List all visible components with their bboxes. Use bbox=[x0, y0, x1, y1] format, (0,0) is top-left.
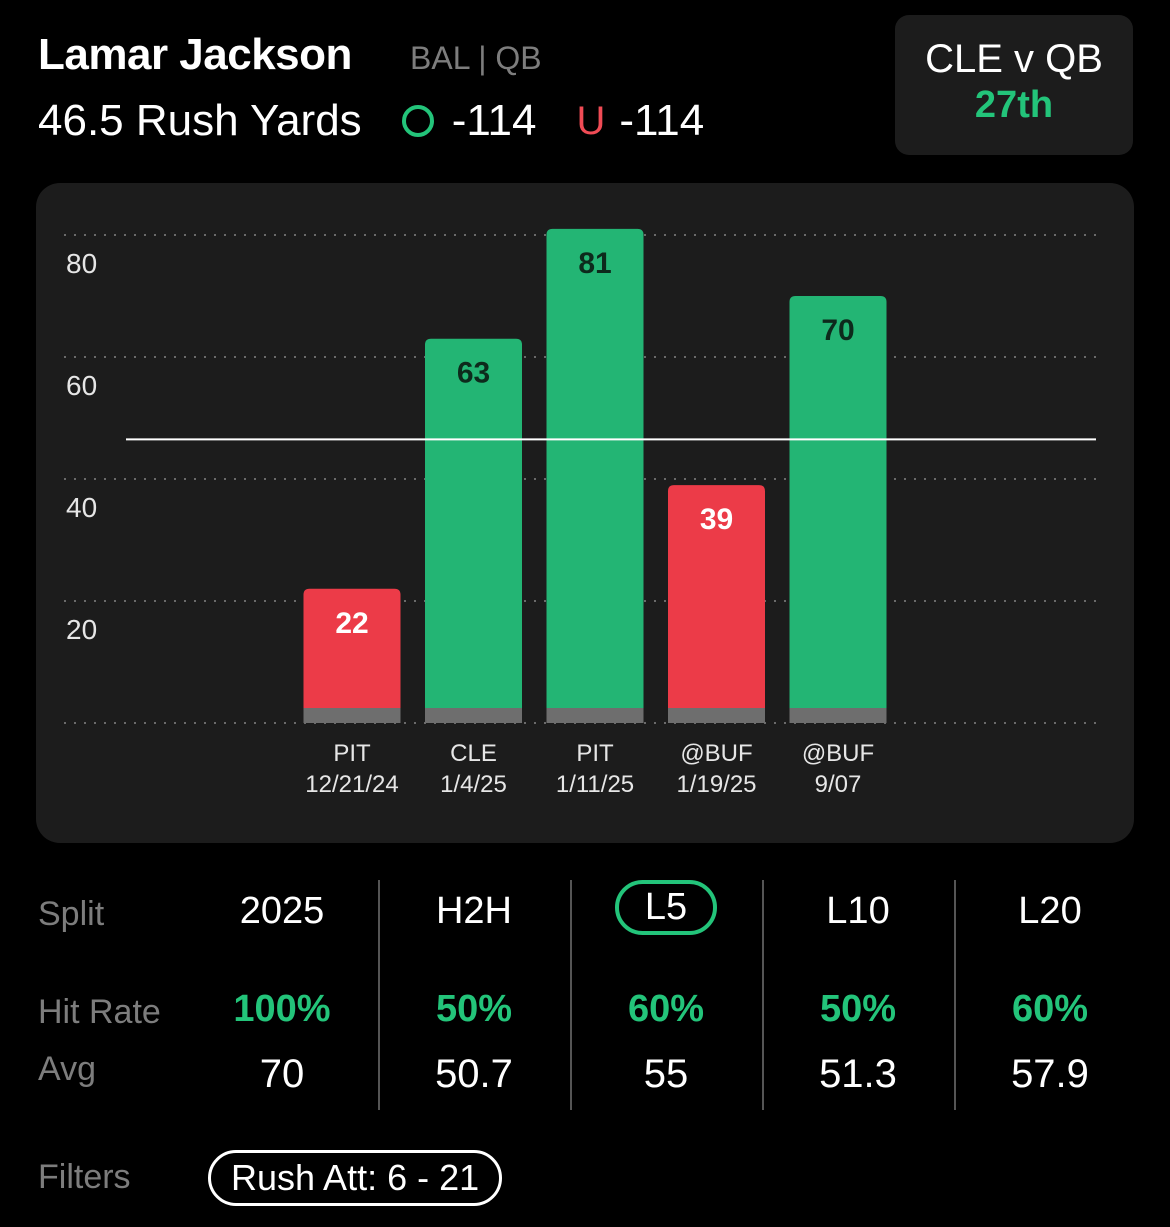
over-odds-button[interactable]: -114 bbox=[401, 96, 537, 146]
hit-rate-value: 60% bbox=[1011, 988, 1089, 1030]
prop-line: 46.5 Rush Yards bbox=[38, 96, 362, 145]
bar-value-label: 39 bbox=[700, 503, 733, 536]
split-label: H2H bbox=[435, 890, 513, 932]
bar-base bbox=[425, 708, 522, 723]
bar-base bbox=[303, 708, 401, 723]
bar bbox=[303, 588, 401, 723]
over-odds: -114 bbox=[451, 96, 537, 145]
filters-label: Filters bbox=[38, 1158, 131, 1196]
under-icon: U bbox=[576, 98, 606, 143]
bar bbox=[425, 338, 522, 723]
split-label-selected: L5 bbox=[614, 880, 718, 935]
hit-rate-value: 100% bbox=[233, 988, 331, 1030]
rush-yards-chart: 20 40 60 80 22 PIT 12/21/24 63 CLE 1/4/25 81 PIT 1/1… bbox=[36, 183, 1134, 843]
x-tick-label: 12/21/24 bbox=[305, 771, 398, 798]
split-tab-l20[interactable]: L20 bbox=[954, 890, 1146, 933]
avg-value: 51.3 bbox=[819, 1052, 897, 1096]
bar-base bbox=[546, 708, 644, 723]
bar bbox=[668, 485, 765, 723]
matchup-label: CLE v QB bbox=[925, 37, 1103, 81]
avg-row-label: Avg bbox=[38, 1050, 96, 1088]
x-tick-label: @BUF bbox=[680, 740, 752, 767]
under-odds-button[interactable]: U -114 bbox=[577, 96, 705, 146]
bar bbox=[789, 296, 887, 723]
divider bbox=[378, 880, 380, 1110]
x-tick-label: 1/19/25 bbox=[676, 771, 756, 798]
divider bbox=[954, 880, 956, 1110]
bar-value-label: 22 bbox=[335, 607, 368, 640]
team-position: BAL | QB bbox=[410, 40, 542, 76]
avg-value: 70 bbox=[259, 1052, 305, 1096]
under-odds: -114 bbox=[619, 96, 705, 145]
x-tick-label: 1/4/25 bbox=[440, 771, 507, 798]
rush-attempts-filter[interactable]: Rush Att: 6 - 21 bbox=[208, 1150, 503, 1206]
y-tick-label: 80 bbox=[66, 248, 97, 279]
player-name: Lamar Jackson bbox=[38, 30, 352, 79]
x-tick-label: 1/11/25 bbox=[556, 771, 634, 798]
split-row-label: Split bbox=[38, 895, 105, 933]
y-tick-label: 40 bbox=[66, 492, 97, 523]
x-tick-label: @BUF bbox=[802, 740, 874, 767]
split-label: L20 bbox=[1018, 890, 1082, 932]
hit-rate-row-label: Hit Rate bbox=[38, 993, 161, 1031]
split-label: 2025 bbox=[239, 890, 325, 932]
divider bbox=[570, 880, 572, 1110]
matchup-rank: 27th bbox=[974, 84, 1054, 126]
hit-rate-value: 60% bbox=[627, 988, 705, 1030]
y-tick-label: 20 bbox=[66, 614, 97, 645]
split-tab-h2h[interactable]: H2H bbox=[378, 890, 570, 933]
prop-line-row: 46.5 Rush Yards -114 U -114 bbox=[38, 96, 744, 146]
bar-base bbox=[789, 708, 887, 723]
over-icon bbox=[401, 105, 434, 137]
bar-value-label: 81 bbox=[578, 247, 611, 280]
x-tick-label: 9/07 bbox=[815, 771, 862, 798]
y-tick-label: 60 bbox=[66, 370, 97, 401]
matchup-box[interactable]: CLE v QB 27th bbox=[895, 15, 1133, 155]
bar-value-label: 70 bbox=[821, 314, 854, 347]
avg-value: 57.9 bbox=[1011, 1052, 1089, 1096]
bar bbox=[546, 228, 644, 723]
split-tab-l10[interactable]: L10 bbox=[762, 890, 954, 933]
x-tick-label: PIT bbox=[576, 740, 614, 767]
hit-rate-value: 50% bbox=[435, 988, 513, 1030]
split-label: L10 bbox=[826, 890, 890, 932]
avg-value: 50.7 bbox=[435, 1052, 513, 1096]
chart-svg: 20 40 60 80 22 PIT 12/21/24 63 CLE 1/4/25 81 PIT 1/1… bbox=[64, 228, 1102, 798]
x-tick-label: CLE bbox=[450, 740, 497, 767]
bar-value-label: 63 bbox=[457, 357, 490, 390]
split-tab-l5[interactable]: L5 bbox=[570, 880, 762, 935]
avg-value: 55 bbox=[643, 1052, 689, 1096]
split-tab-2025[interactable]: 2025 bbox=[186, 890, 378, 933]
bar-base bbox=[668, 708, 765, 723]
divider bbox=[762, 880, 764, 1110]
x-tick-label: PIT bbox=[333, 740, 371, 767]
hit-rate-value: 50% bbox=[819, 988, 897, 1030]
